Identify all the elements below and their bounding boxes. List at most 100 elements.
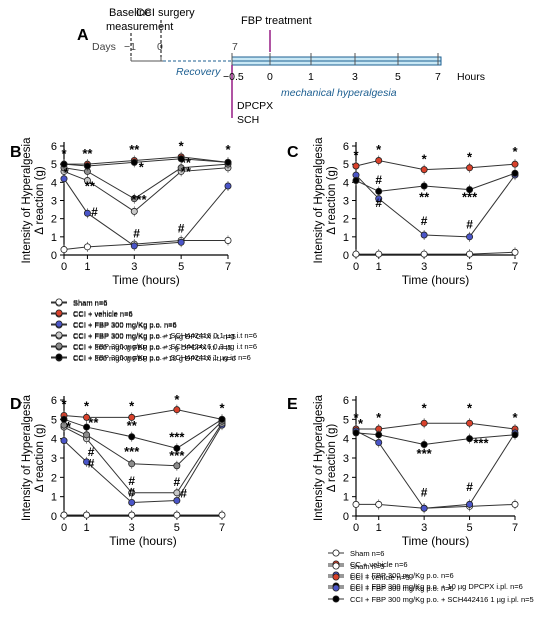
significance-marker: * [61, 146, 67, 161]
y-tick-label: 4 [51, 434, 57, 446]
data-point [173, 406, 181, 414]
data-point [218, 415, 226, 423]
x-tick-label: 3 [129, 522, 135, 534]
significance-marker: * [512, 144, 518, 159]
y-tick-label: 6 [51, 141, 57, 153]
y-tick-label: 3 [51, 196, 57, 208]
significance-marker: # [466, 480, 473, 494]
legend-marker [332, 549, 340, 557]
significance-marker: * [179, 139, 185, 154]
x-tick-label: 1 [84, 522, 90, 534]
significance-marker: * [467, 401, 473, 416]
data-point [60, 437, 68, 445]
legend-marker [55, 331, 63, 339]
data-point [128, 413, 136, 421]
y-axis-title-line-1: Intensity of Hyperalgesia [21, 137, 33, 264]
day-tick-7: 7 [232, 41, 238, 53]
data-point [177, 155, 185, 163]
y-tick-label: 3 [343, 453, 349, 465]
data-point [173, 497, 181, 505]
significance-marker: *** [131, 192, 147, 207]
mechanical-hyperalgesia-label: mechanical hyperalgesia [281, 87, 397, 99]
y-tick-label: 4 [51, 177, 57, 189]
significance-marker: * [61, 397, 67, 412]
y-tick-label: 5 [343, 414, 349, 426]
data-point [128, 489, 136, 497]
legend-entry: CCI + FBP 300 mg/Kg p.o. + SCH442416 1 µ… [73, 353, 251, 362]
significance-marker: * [219, 401, 225, 416]
data-point [83, 413, 91, 421]
legend-marker [332, 573, 340, 581]
data-point [420, 231, 428, 239]
x-tick-label: 7 [512, 261, 518, 273]
significance-marker: * [353, 410, 359, 425]
legend-entry: Sham n=6 [350, 549, 384, 558]
data-point [177, 238, 185, 246]
x-tick-label: 3 [421, 522, 427, 534]
y-axis-title-line-1: Intensity of Hyperalgesia [21, 394, 33, 521]
x-tick-label: 5 [178, 261, 184, 273]
day-tick-minus1: −1 [124, 41, 136, 53]
y-tick-label: 6 [343, 141, 349, 153]
significance-marker: # [421, 214, 428, 228]
data-point [466, 186, 474, 194]
data-point [83, 458, 91, 466]
significance-marker: * [467, 149, 473, 164]
y-tick-label: 2 [343, 472, 349, 484]
significance-marker: *** [124, 444, 140, 459]
hours-tick-5: 5 [395, 71, 401, 83]
significance-marker: * [129, 399, 135, 414]
data-point [173, 462, 181, 470]
legend-entry: Sham n=6 [73, 299, 107, 308]
legend-entry: CCI + FBP 300 mg/Kg p.o. n=6 [350, 571, 454, 580]
y-tick-label: 4 [343, 177, 349, 189]
data-point [177, 164, 185, 172]
y-tick-label: 0 [343, 511, 349, 523]
data-point [173, 511, 181, 519]
significance-marker: # [174, 475, 181, 489]
significance-marker: # [88, 457, 95, 471]
data-point [511, 248, 519, 256]
data-point [83, 511, 91, 519]
y-tick-label: 6 [343, 395, 349, 407]
legend-entry: CC + vehicle n=6 [350, 560, 408, 569]
data-point [130, 195, 138, 203]
significance-marker: * [422, 401, 428, 416]
sch-label: SCH [237, 114, 259, 126]
x-tick-label: 1 [84, 261, 90, 273]
y-axis-title-line-2: Δ reaction (g) [326, 424, 338, 493]
significance-marker: ** [129, 142, 140, 157]
significance-marker: * [225, 142, 231, 157]
y-tick-label: 2 [51, 214, 57, 226]
significance-marker: # [133, 227, 140, 241]
significance-marker: * [376, 142, 382, 157]
significance-marker: *** [417, 446, 433, 461]
data-point [128, 460, 136, 468]
y-tick-label: 5 [51, 414, 57, 426]
y-axis-title-line-2: Δ reaction (g) [34, 166, 46, 235]
significance-marker: # [421, 486, 428, 500]
data-point [173, 489, 181, 497]
significance-marker: # [91, 205, 98, 219]
legend-entry: CCI + FBP 300 mg/Kg p.o. + 10 µg DPCPX i… [350, 582, 523, 591]
significance-marker: # [128, 486, 135, 500]
data-point [375, 250, 383, 258]
x-tick-label: 0 [353, 522, 359, 534]
data-point [128, 511, 136, 519]
significance-marker: ** [181, 164, 192, 179]
data-point [83, 162, 91, 170]
significance-marker: # [180, 487, 187, 501]
cci-surgery-label: CCI surgery [136, 7, 195, 19]
significance-marker: ** [88, 415, 99, 430]
significance-marker: ** [127, 418, 138, 433]
data-point [218, 511, 226, 519]
significance-marker: * [84, 399, 90, 414]
x-tick-label: 7 [225, 261, 231, 273]
legend-marker [55, 342, 63, 350]
legend-entry: CCI + vehicle n=5 [350, 573, 410, 582]
hours-tick-0: 0 [267, 71, 273, 83]
significance-marker: *** [169, 448, 185, 463]
data-point [420, 440, 428, 448]
significance-marker: * [376, 410, 382, 425]
